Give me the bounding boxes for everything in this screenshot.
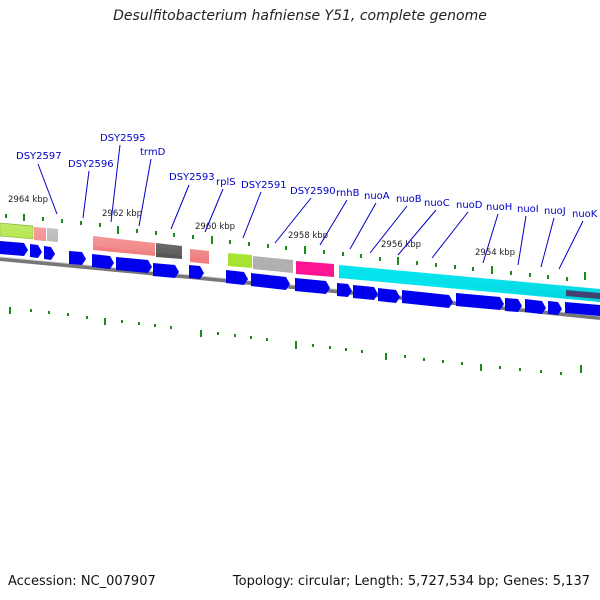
- cds-arrow[interactable]: [353, 285, 378, 300]
- genome-summary: Topology: circular; Length: 5,727,534 bp…: [232, 574, 590, 589]
- cds-arrow[interactable]: [525, 299, 546, 314]
- cds-track: [0, 241, 600, 316]
- gene-label-rpls[interactable]: rplS: [216, 177, 236, 188]
- leader-lines: [37, 144, 584, 270]
- gene-label-nuoa[interactable]: nuoA: [364, 191, 390, 202]
- gene-label-nuoh[interactable]: nuoH: [486, 202, 512, 213]
- cds-arrow[interactable]: [295, 278, 330, 294]
- cds-arrow[interactable]: [378, 288, 400, 303]
- genome-title: Desulfitobacterium hafniense Y51, comple…: [113, 8, 487, 24]
- cds-arrow[interactable]: [69, 251, 86, 265]
- gene-label-nuoi[interactable]: nuoI: [517, 204, 539, 215]
- gene-label-dsy2595[interactable]: DSY2595: [100, 133, 146, 144]
- gene-label-nuoc[interactable]: nuoC: [424, 198, 450, 209]
- gene-label-dsy2596[interactable]: DSY2596: [68, 159, 114, 170]
- gene-label-nuoj[interactable]: nuoJ: [544, 206, 566, 217]
- cds-arrow[interactable]: [153, 263, 179, 278]
- cds-arrow[interactable]: [251, 273, 290, 290]
- cds-arrow[interactable]: [548, 301, 562, 315]
- cds-arrow[interactable]: [226, 270, 248, 285]
- cds-arrow[interactable]: [92, 254, 114, 269]
- scale-label: 2964 kbp: [8, 195, 48, 205]
- cds-arrow[interactable]: [30, 244, 42, 258]
- scale-label: 2954 kbp: [475, 248, 515, 258]
- scale-label: 2960 kbp: [195, 222, 235, 232]
- cds-arrow[interactable]: [44, 246, 55, 260]
- cds-arrow[interactable]: [456, 293, 504, 310]
- feature-color-track: [0, 222, 600, 302]
- scale-label: 2962 kbp: [102, 209, 142, 219]
- scale-labels: 2964 kbp 2962 kbp 2960 kbp 2958 kbp 2956…: [8, 195, 515, 258]
- cds-arrow[interactable]: [565, 302, 600, 316]
- cds-arrow[interactable]: [337, 283, 352, 297]
- gene-labels: DSY2597 DSY2596 DSY2595 trmD DSY2593 rpl…: [16, 133, 598, 220]
- gene-label-rnhb[interactable]: rnhB: [336, 188, 360, 199]
- outer-scale-ticks: [5, 214, 586, 281]
- gene-label-dsy2593[interactable]: DSY2593: [169, 172, 215, 183]
- cds-arrow[interactable]: [189, 265, 204, 279]
- accession-label: Accession: NC_007907: [8, 574, 156, 589]
- scale-label: 2956 kbp: [381, 240, 421, 250]
- cds-arrow[interactable]: [116, 257, 152, 273]
- gene-label-dsy2597[interactable]: DSY2597: [16, 151, 62, 162]
- gene-label-dsy2590[interactable]: DSY2590: [290, 186, 336, 197]
- cds-arrow[interactable]: [402, 290, 453, 308]
- gene-label-nuod[interactable]: nuoD: [456, 200, 483, 211]
- scale-label: 2958 kbp: [288, 231, 328, 241]
- gene-label-dsy2591[interactable]: DSY2591: [241, 180, 287, 191]
- inner-tick-track: [9, 307, 582, 375]
- gene-label-nuok[interactable]: nuoK: [572, 209, 598, 220]
- gene-label-nuob[interactable]: nuoB: [396, 194, 422, 205]
- gene-label-trmd[interactable]: trmD: [140, 147, 166, 158]
- cds-arrow[interactable]: [505, 298, 522, 312]
- cds-arrow[interactable]: [0, 241, 28, 256]
